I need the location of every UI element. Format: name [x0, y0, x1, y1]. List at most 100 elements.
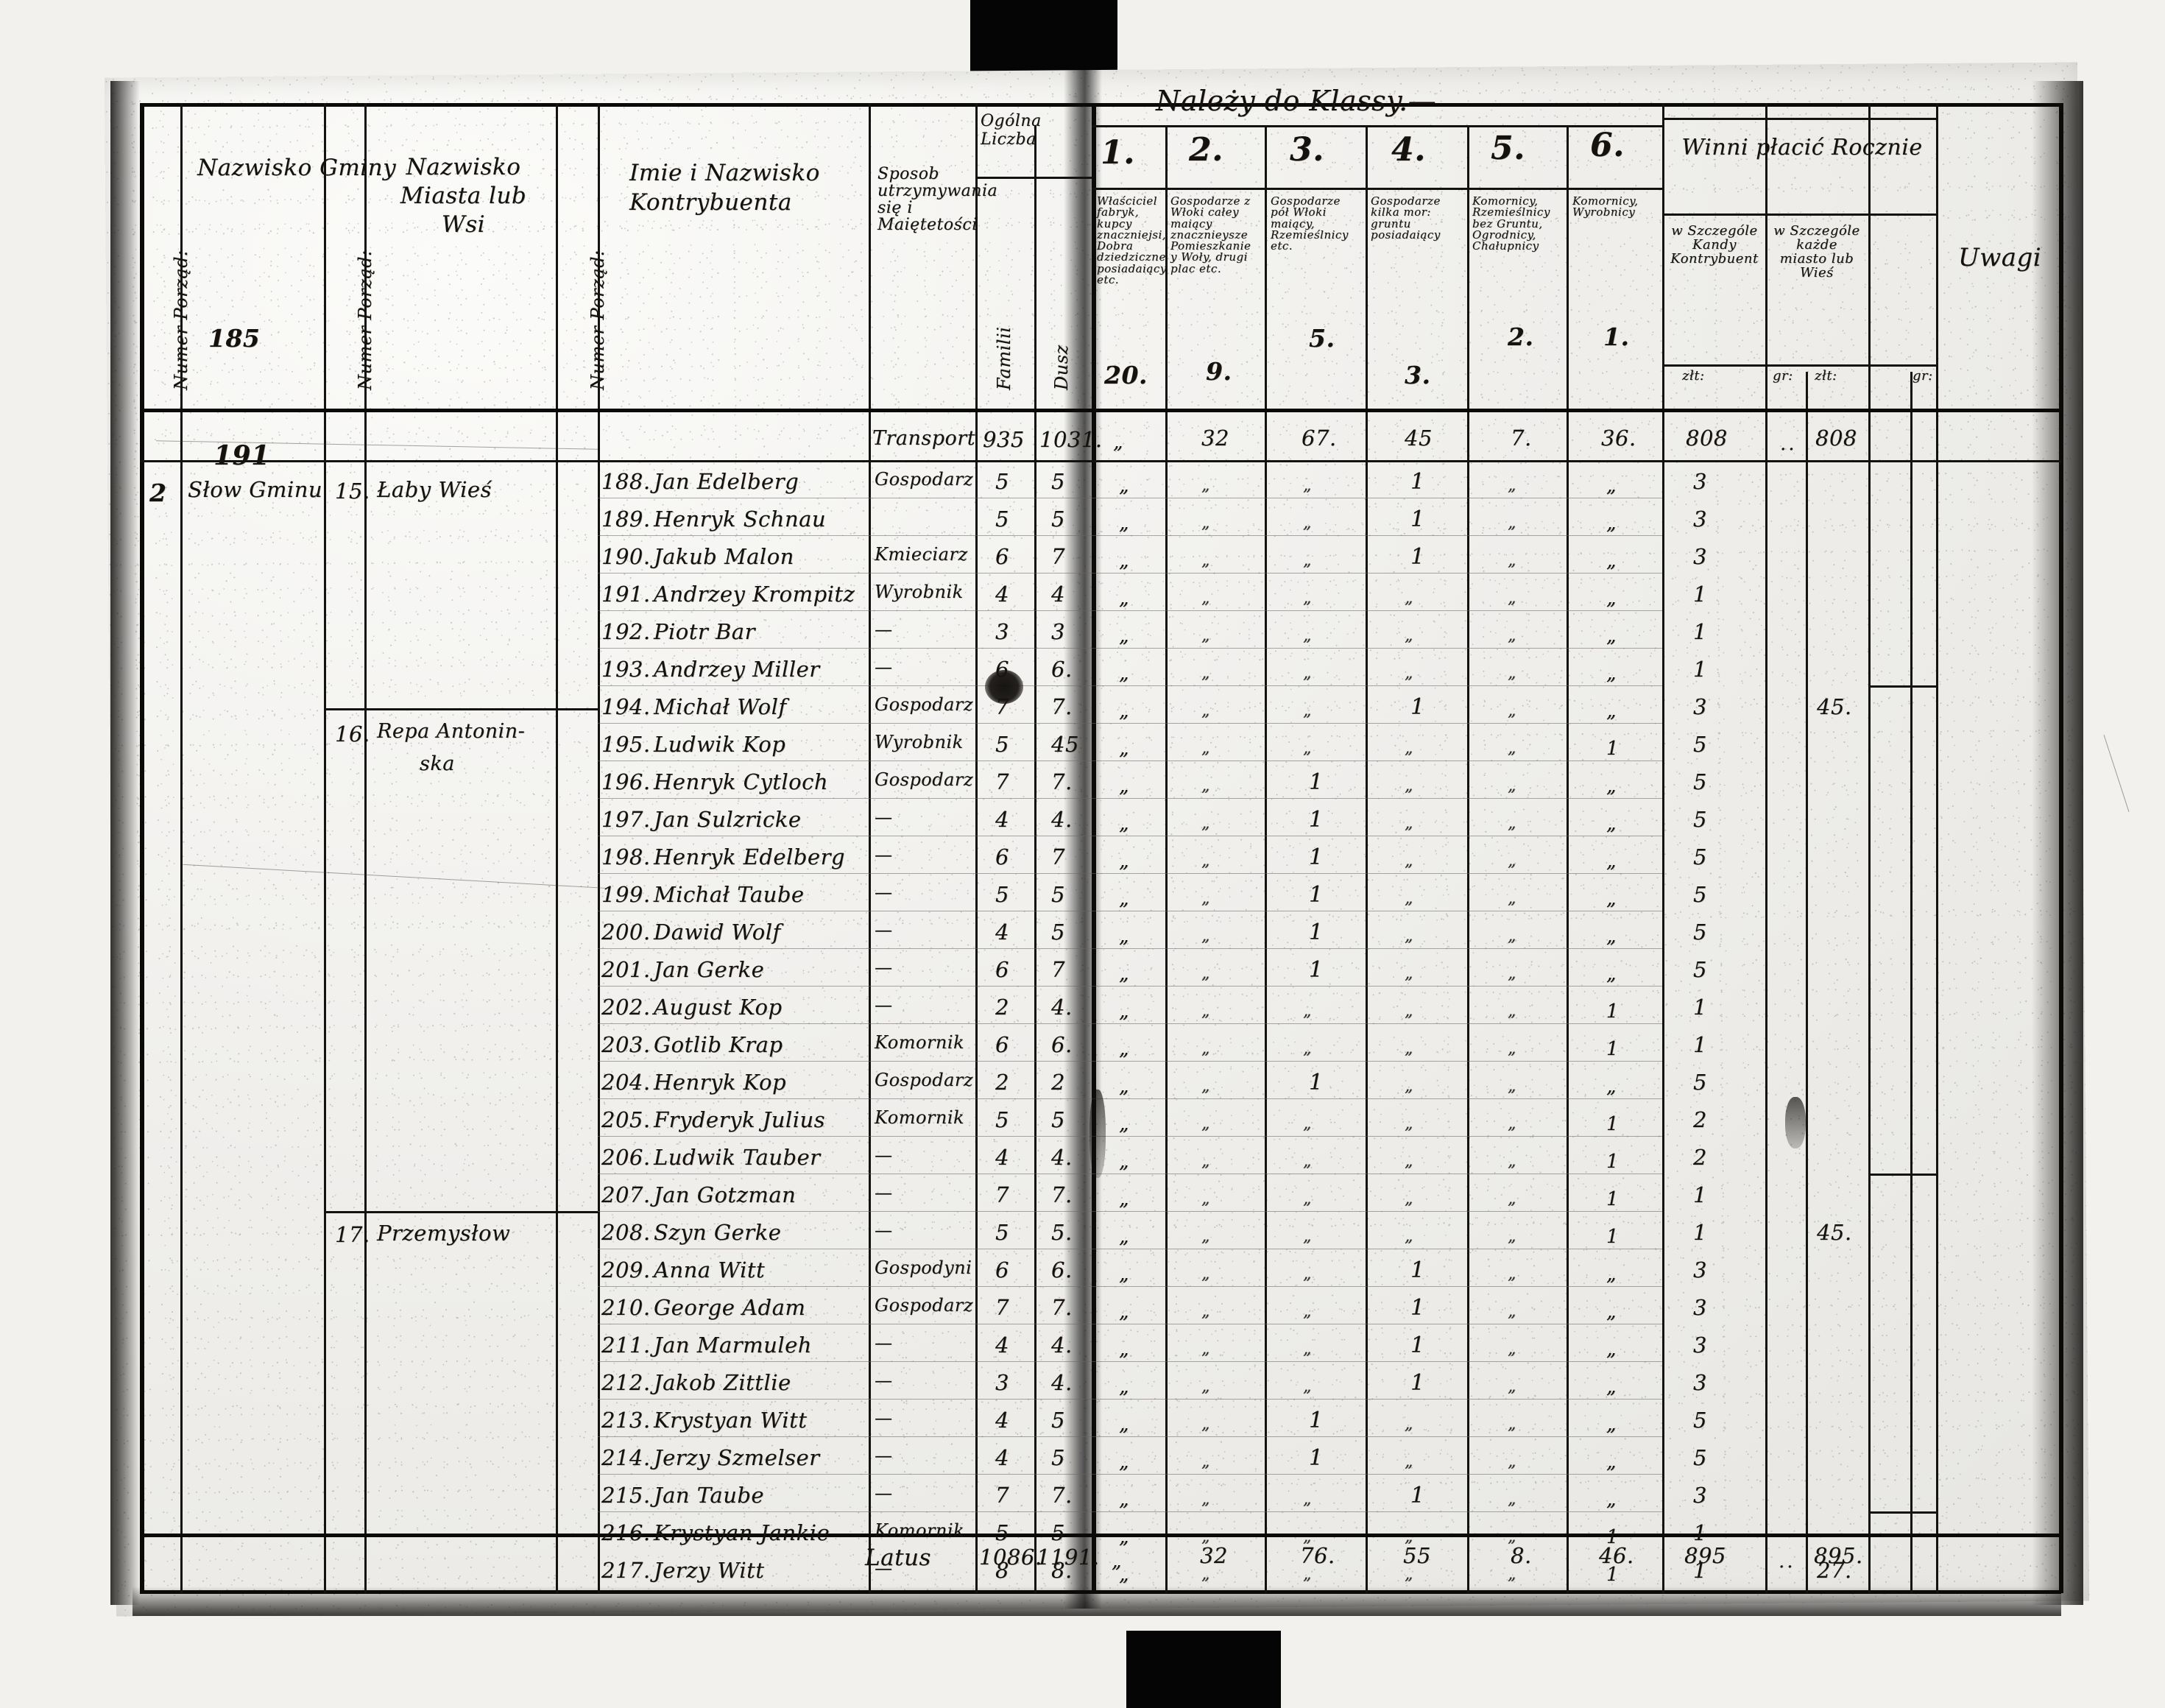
row-rule	[598, 798, 1662, 799]
header-line-classnums	[1092, 188, 1662, 190]
row-class-6: „	[1606, 700, 1619, 722]
row-souls: 5	[1051, 507, 1065, 532]
class-rate-6: 1.	[1603, 322, 1630, 351]
row-class-empty-ditto: „	[1508, 889, 1519, 908]
header-sub-dusz: Dusz	[1051, 345, 1072, 390]
row-contributor-name: August Kop	[654, 995, 783, 1020]
header-nazwisko-gminy-text: Nazwisko Gminy	[197, 155, 397, 181]
row-number: 206.	[601, 1145, 651, 1170]
row-class-empty-ditto: „	[1508, 739, 1519, 758]
row-money-place: 45.	[1817, 694, 1852, 719]
row-occupation: —	[875, 995, 893, 1015]
header-nazwisko-miasta: Nazwisko Miasta lub Wsi	[384, 153, 543, 239]
row-class-6: „	[1606, 1489, 1619, 1511]
row-occupation: Kmieciarz	[875, 544, 968, 565]
row-class-empty-ditto: „	[1303, 1152, 1314, 1171]
row-families: 5	[995, 507, 1009, 532]
row-class-empty-ditto: „	[1201, 702, 1212, 720]
row-class-3: 1	[1309, 1408, 1324, 1433]
row-class-3: 1	[1309, 769, 1324, 795]
row-contributor-name: Jan Gotzman	[654, 1182, 797, 1207]
header-line-nalezy	[1092, 125, 1662, 127]
row-rule	[598, 948, 1662, 949]
row-rule	[598, 1136, 1662, 1137]
currency-gr-1: gr:	[1773, 368, 1793, 384]
row-class-4: 1	[1410, 544, 1425, 570]
row-money-individual: 5	[1693, 769, 1707, 794]
col-sep-class-1	[1165, 125, 1168, 1593]
row-souls: 4	[1051, 582, 1065, 607]
row-families: 5	[995, 469, 1009, 494]
row-class-6: 1	[1606, 1226, 1621, 1248]
row-contributor-name: Jan Gerke	[654, 957, 765, 982]
class-rate-3: 5.	[1309, 324, 1335, 353]
row-class-empty-ditto: „	[1405, 927, 1416, 945]
page-number-alt-191: 191	[213, 440, 270, 471]
row-rule	[598, 1361, 1662, 1362]
col-sep-money-1	[1765, 103, 1767, 1593]
header-sposob-text: Sposob utrzymywania się i Maiętetości	[877, 165, 998, 235]
row-rule	[598, 873, 1662, 874]
row-number: 191.	[601, 582, 651, 607]
row-families: 7	[995, 769, 1009, 794]
row-occupation: Gospodarz	[875, 469, 974, 490]
row-class-3: 1	[1309, 1445, 1324, 1471]
row-money-individual: 2	[1693, 1107, 1707, 1132]
row-money-individual: 5	[1693, 920, 1707, 945]
row-contributor-name: George Adam	[654, 1295, 806, 1320]
row-number: 208.	[601, 1220, 651, 1245]
row-class-empty-ditto: „	[1508, 1152, 1519, 1171]
row-contributor-name: Andrzey Miller	[654, 657, 820, 682]
row-class-6: 1	[1606, 738, 1621, 760]
row-occupation: Komornik	[875, 1032, 965, 1053]
header-w-szczegole-miasto-text: w Szczególe każde miasto lub Wieś	[1773, 223, 1860, 280]
row-families: 6	[995, 544, 1009, 569]
row-class-6: „	[1606, 475, 1619, 497]
row-souls: 7.	[1051, 1295, 1073, 1320]
row-class-empty-ditto: „	[1201, 627, 1212, 645]
row-class-empty-ditto: „	[1201, 777, 1212, 795]
village-name-16-cont: ska	[420, 752, 455, 775]
row-number: 189.	[601, 507, 651, 532]
row-souls: 6.	[1051, 1257, 1073, 1282]
class-desc-5: Komornicy, Rzemieślnicy bez Gruntu, Ogro…	[1472, 195, 1562, 252]
row-class-empty-ditto: „	[1303, 476, 1314, 495]
row-number: 193.	[601, 657, 651, 682]
row-class-6: „	[1606, 888, 1619, 910]
transport-row-separator	[140, 460, 2061, 462]
row-souls: 7.	[1051, 769, 1073, 794]
row-souls: 4.	[1051, 1333, 1073, 1358]
row-class-1: „	[1119, 1564, 1131, 1586]
row-souls: 7	[1051, 957, 1065, 982]
header-w-szczegole-miasto: w Szczególe każde miasto lub Wieś	[1773, 223, 1861, 280]
row-contributor-name: Ludwik Tauber	[654, 1145, 821, 1170]
row-money-individual: 1	[1693, 619, 1707, 644]
row-class-empty-ditto: „	[1405, 777, 1416, 795]
row-occupation: Wyrobnik	[875, 582, 964, 602]
row-class-empty-ditto: „	[1303, 1265, 1314, 1283]
row-class-6: „	[1606, 512, 1619, 534]
row-number: 216.	[601, 1520, 651, 1545]
row-class-4: 1	[1410, 1483, 1425, 1508]
row-class-6: „	[1606, 1338, 1619, 1361]
row-class-6: „	[1606, 1263, 1619, 1285]
money-place-separator-1	[1868, 685, 1936, 688]
header-imie-nazwisko-text: Imie i Nazwisko Kontrybuenta	[629, 160, 820, 216]
row-class-6: 1	[1606, 1188, 1621, 1210]
row-rule	[598, 723, 1662, 724]
row-class-empty-ditto: „	[1508, 1490, 1519, 1508]
row-occupation: Komornik	[875, 1107, 965, 1128]
row-class-empty-ditto: „	[1508, 852, 1519, 870]
row-class-empty-ditto: „	[1508, 1077, 1519, 1095]
row-class-6: „	[1606, 775, 1619, 797]
latus-label: Latus	[865, 1545, 931, 1571]
header-group-nalezy: Należy do Klassy.—	[1156, 85, 1437, 117]
row-occupation: —	[875, 1182, 893, 1203]
row-class-empty-ditto: „	[1405, 1040, 1416, 1058]
row-class-1: „	[1119, 700, 1131, 722]
row-money-individual: 3	[1693, 469, 1707, 494]
row-families: 4	[995, 807, 1009, 832]
row-class-empty-ditto: „	[1201, 1002, 1212, 1020]
row-occupation: —	[875, 1145, 893, 1165]
row-occupation: —	[875, 1558, 893, 1578]
